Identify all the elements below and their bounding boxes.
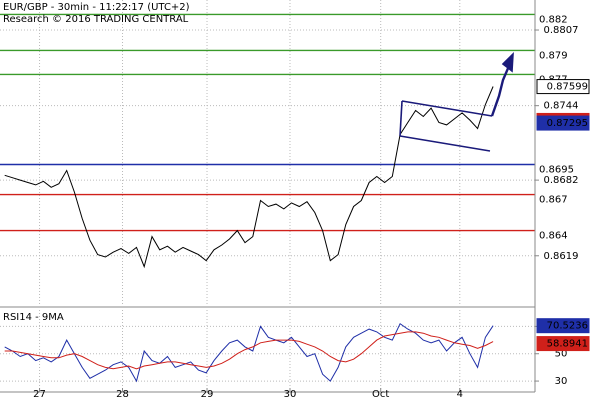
price-label-box bbox=[536, 115, 590, 131]
x-tick-label: 29 bbox=[201, 389, 214, 400]
y-tick-label: 50 bbox=[555, 349, 568, 360]
plot-layer bbox=[0, 0, 535, 392]
x-tick-label: 30 bbox=[284, 389, 297, 400]
y-tick-label: 0.8744 bbox=[544, 101, 579, 112]
price-label-box bbox=[536, 79, 590, 95]
y-tick-label: 0.8807 bbox=[544, 25, 579, 36]
price-label: 0.87295 bbox=[547, 118, 588, 129]
header-credit: Research © 2016 TRADING CENTRAL bbox=[3, 14, 189, 25]
y-tick-label: 0.8682 bbox=[544, 175, 579, 186]
series-line bbox=[4, 331, 494, 370]
level-label: 0.879 bbox=[539, 50, 568, 61]
price-label: 70.5236 bbox=[547, 321, 588, 332]
price-label: 58.8941 bbox=[547, 339, 588, 350]
price-label: 0.87599 bbox=[547, 82, 588, 93]
level-label: 0.867 bbox=[539, 195, 568, 206]
price-label-box bbox=[536, 318, 590, 334]
y-tick-label: 30 bbox=[555, 376, 568, 387]
series-line bbox=[4, 322, 494, 383]
level-label: 0.8695 bbox=[539, 165, 574, 176]
x-tick-label: Oct bbox=[372, 389, 389, 400]
level-label: 0.864 bbox=[539, 231, 568, 242]
y-tick-label: 0.8619 bbox=[544, 251, 579, 262]
level-label: 0.882 bbox=[539, 14, 568, 25]
x-tick-label: 27 bbox=[33, 389, 46, 400]
rsi-title: RSI14 - 9MA bbox=[3, 312, 64, 323]
series-line bbox=[4, 86, 494, 269]
price-label-box bbox=[536, 336, 590, 352]
channel bbox=[399, 51, 514, 152]
x-tick-label: 4 bbox=[457, 389, 463, 400]
header-title: EUR/GBP - 30min - 11:22:17 (UTC+2) bbox=[3, 2, 190, 13]
x-tick-label: 28 bbox=[116, 389, 129, 400]
